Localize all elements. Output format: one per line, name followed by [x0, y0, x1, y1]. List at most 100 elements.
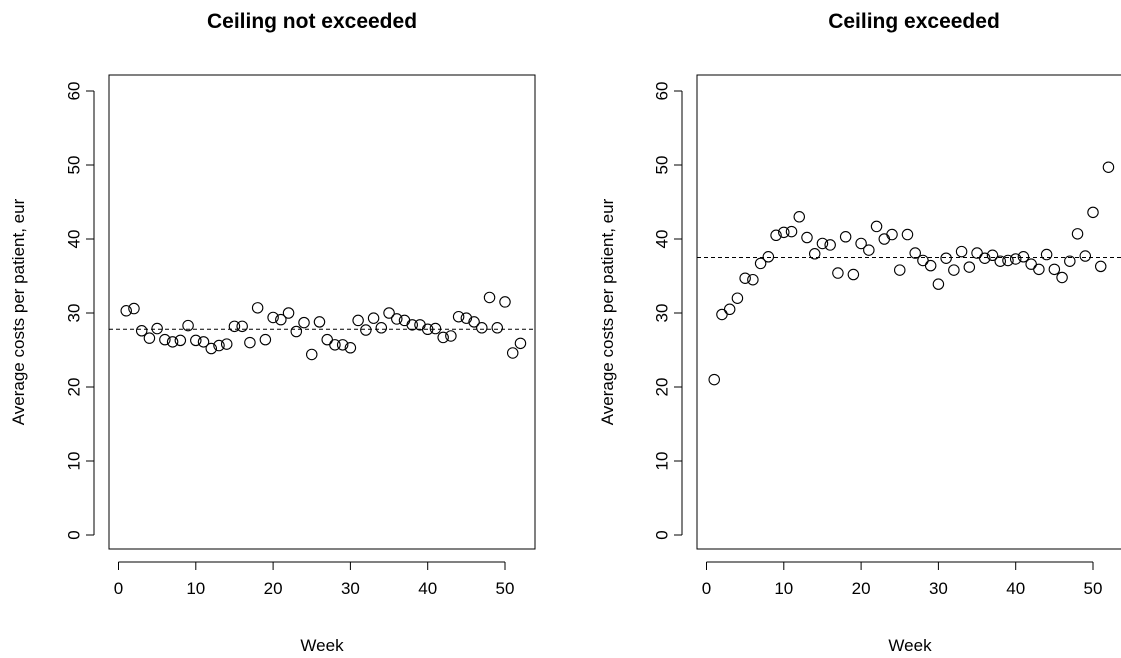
data-point [205, 342, 218, 355]
x-axis: 0 10 20 30 40 50 [114, 561, 515, 598]
data-point [1017, 251, 1030, 263]
data-point [135, 325, 148, 337]
x-axis: 0 10 20 30 40 50 [702, 561, 1103, 598]
data-point [398, 314, 411, 327]
data-points [120, 291, 527, 361]
data-point [932, 278, 945, 290]
data-point [437, 331, 449, 344]
data-point [313, 316, 326, 328]
data-point [190, 334, 202, 347]
data-point [731, 292, 744, 304]
data-point [1071, 228, 1084, 240]
plot-frame [108, 74, 536, 550]
data-points [708, 161, 1115, 386]
data-point [406, 319, 418, 331]
data-point [1064, 255, 1076, 267]
data-point [955, 245, 968, 258]
y-tick-label: 40 [65, 230, 84, 249]
y-tick-label: 0 [653, 530, 672, 539]
data-point [514, 337, 527, 350]
data-point [739, 272, 751, 284]
data-point [476, 322, 488, 334]
x-tick-label: 50 [496, 579, 515, 598]
data-point [716, 308, 728, 321]
data-point [151, 322, 163, 335]
data-point [770, 229, 782, 242]
data-point [259, 333, 272, 346]
data-point [870, 220, 883, 233]
data-point [468, 316, 480, 328]
plot-frame [696, 74, 1121, 550]
x-tick-label: 10 [774, 579, 793, 598]
data-point [174, 334, 187, 347]
y-tick-label: 10 [65, 452, 84, 471]
data-point [251, 302, 264, 314]
chart-panel-ceiling-not-exceeded: Ceiling not exceeded Week Average costs … [9, 10, 536, 655]
data-point [421, 323, 434, 336]
data-point [971, 247, 983, 259]
data-point [808, 248, 821, 260]
y-axis-label: Average costs per patient, eur [598, 198, 617, 425]
y-tick-label: 60 [65, 82, 84, 101]
data-point [228, 320, 241, 333]
data-point [1056, 271, 1068, 284]
data-point [878, 233, 891, 245]
data-point [305, 348, 318, 361]
data-point [290, 325, 303, 338]
data-point [979, 252, 991, 264]
x-tick-label: 30 [341, 579, 360, 598]
y-tick-label: 30 [65, 304, 84, 323]
y-axis-label: Average costs per patient, eur [9, 198, 28, 425]
data-point [754, 257, 767, 270]
x-tick-label: 10 [186, 579, 205, 598]
data-point [213, 339, 225, 352]
data-point [197, 336, 210, 348]
data-point [708, 373, 720, 386]
data-point [360, 324, 372, 336]
x-tick-label: 30 [929, 579, 948, 598]
data-point [460, 312, 473, 324]
data-point [499, 296, 511, 308]
x-tick-label: 0 [702, 579, 711, 598]
y-tick-label: 20 [653, 378, 672, 397]
y-tick-label: 20 [65, 378, 84, 397]
data-point [1079, 250, 1092, 262]
data-point [1040, 248, 1053, 261]
data-point [855, 237, 867, 250]
data-point [375, 322, 388, 334]
data-point [367, 312, 380, 324]
data-point [994, 255, 1006, 267]
data-point [917, 254, 929, 267]
y-tick-label: 30 [653, 304, 672, 323]
data-point [429, 322, 442, 335]
data-point [182, 319, 194, 332]
data-point [321, 333, 333, 346]
data-point [940, 252, 952, 264]
data-point [1002, 254, 1014, 267]
data-point [344, 342, 357, 354]
data-point [244, 336, 256, 349]
data-point [893, 264, 906, 276]
data-point [762, 251, 775, 263]
data-point [909, 247, 921, 259]
data-point [166, 336, 179, 348]
data-point [785, 225, 798, 238]
y-tick-label: 0 [65, 530, 84, 539]
x-tick-label: 50 [1084, 579, 1103, 598]
data-point [1102, 161, 1115, 173]
data-point [1048, 263, 1061, 276]
data-point [963, 261, 976, 273]
chart-title: Ceiling not exceeded [207, 10, 417, 33]
data-point [143, 332, 156, 344]
data-point [329, 339, 341, 351]
data-point [1033, 263, 1045, 276]
data-point [747, 273, 759, 286]
data-point [282, 307, 295, 319]
y-axis: 0 10 20 30 40 50 60 [653, 82, 683, 540]
data-point [220, 338, 233, 350]
y-tick-label: 10 [653, 452, 672, 471]
data-point [336, 339, 349, 351]
data-point [452, 310, 465, 323]
data-point [801, 231, 813, 244]
y-axis: 0 10 20 30 40 50 60 [65, 82, 95, 540]
